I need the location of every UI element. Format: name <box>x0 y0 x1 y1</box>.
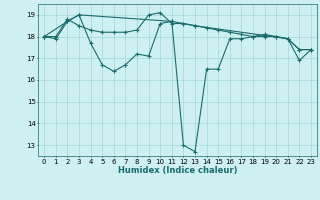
X-axis label: Humidex (Indice chaleur): Humidex (Indice chaleur) <box>118 166 237 175</box>
